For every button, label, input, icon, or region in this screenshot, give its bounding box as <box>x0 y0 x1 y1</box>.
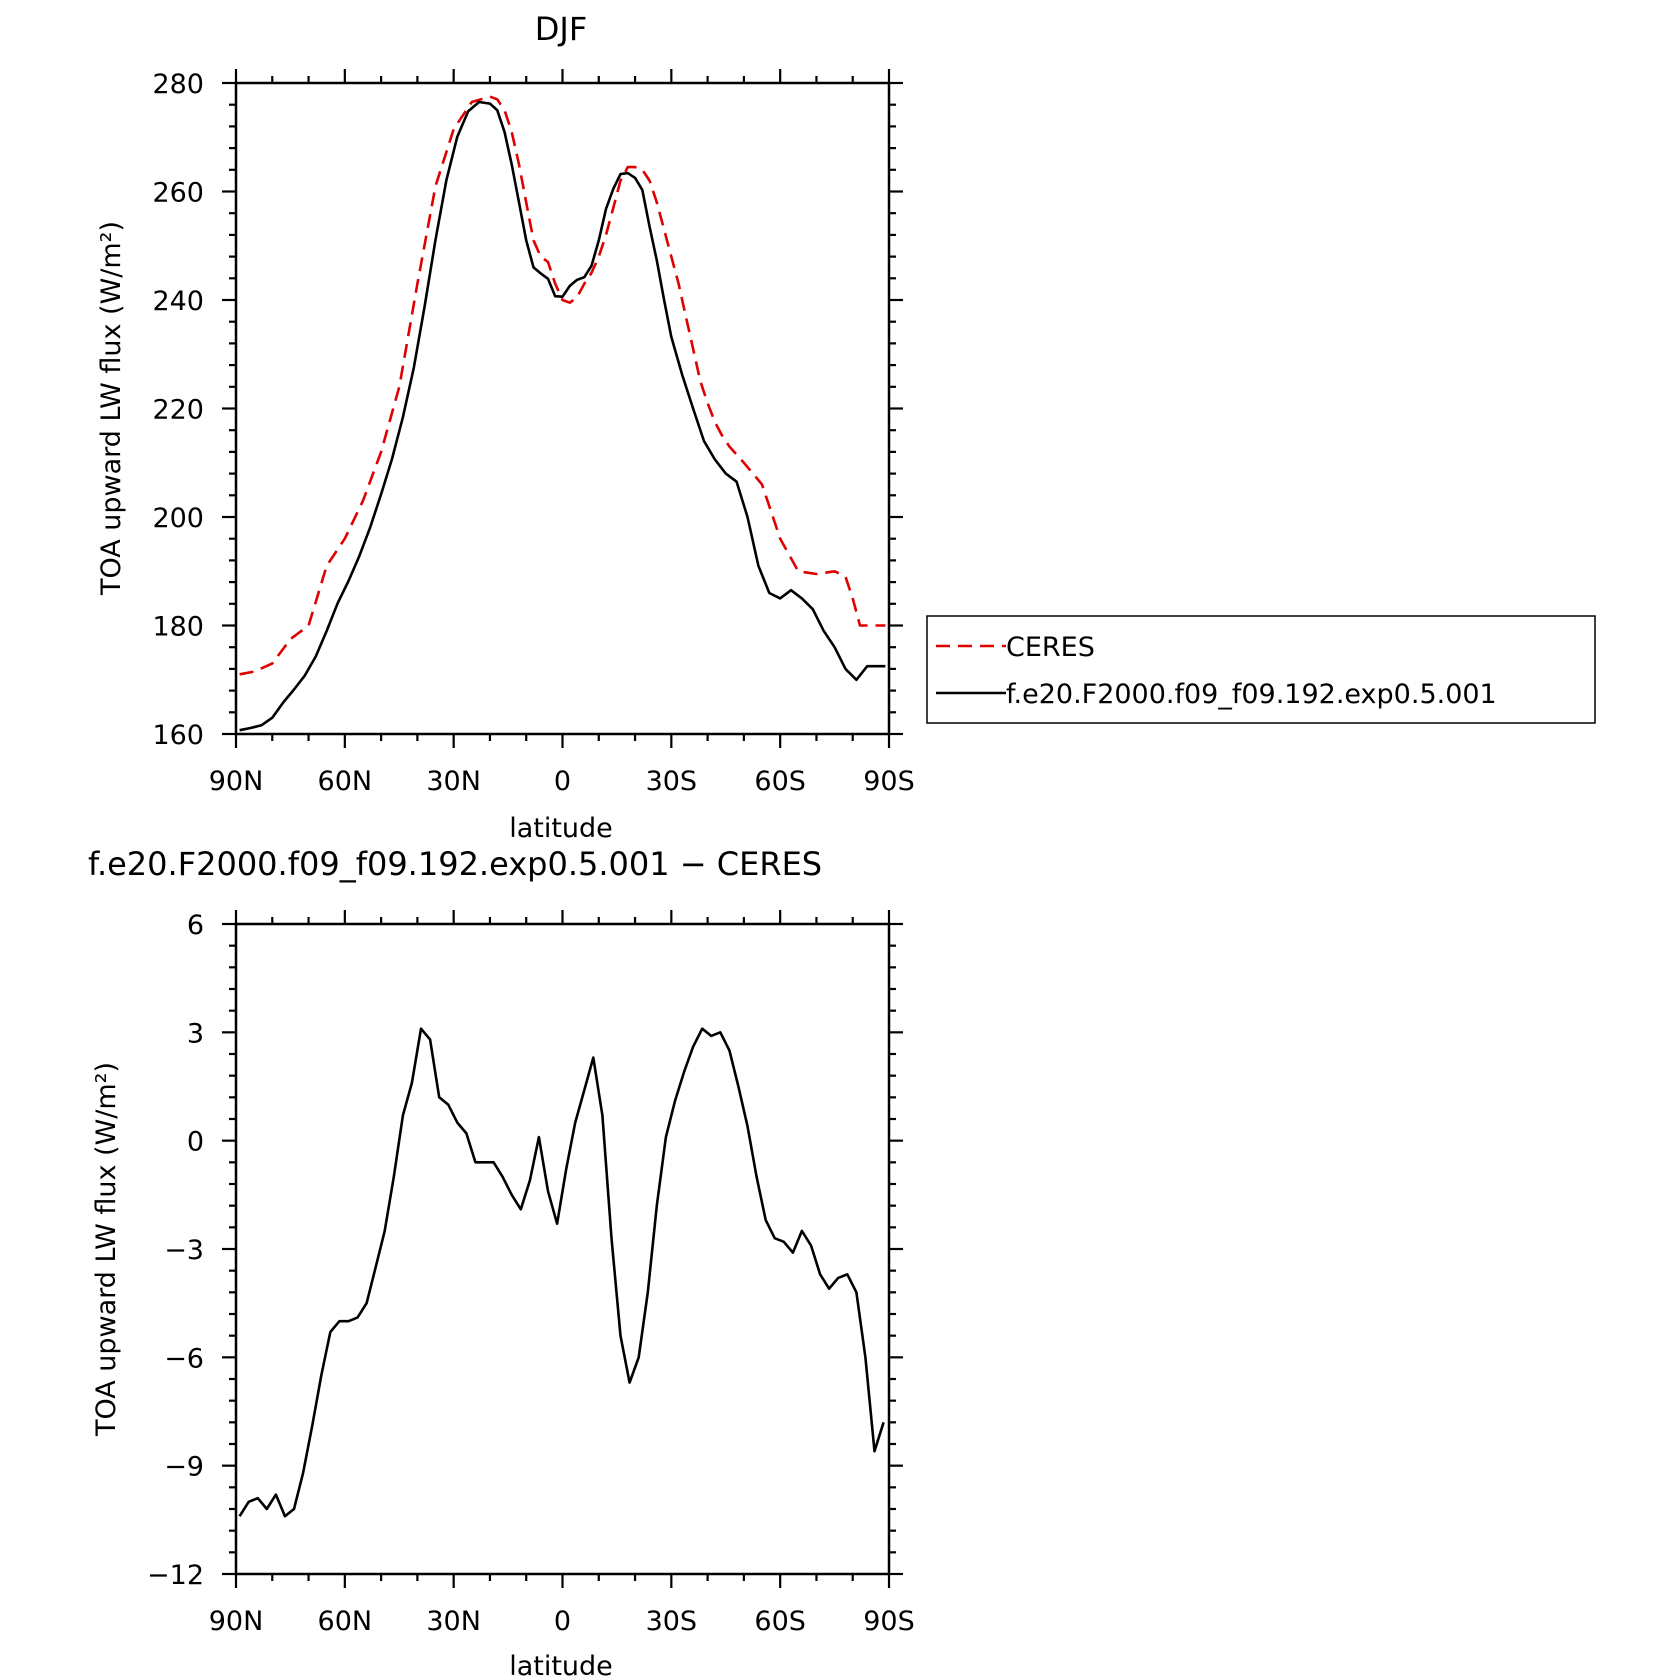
chart-bottom-x-tick-labels: 90N 60N 30N 0 30S 60S 90S <box>209 1606 915 1637</box>
x-tick-label: 90N <box>209 1606 264 1637</box>
chart-top-legend: CERES f.e20.F2000.f09_f09.192.exp0.5.001 <box>926 615 1596 724</box>
chart-top-plot-area <box>234 81 891 736</box>
chart-bottom: f.e20.F2000.f09_f09.192.exp0.5.001 − CER… <box>88 845 915 1680</box>
legend-box <box>926 615 1596 724</box>
y-tick-label: 6 <box>187 910 204 941</box>
y-tick-label: −9 <box>164 1452 204 1483</box>
y-tick-label: 3 <box>187 1018 204 1049</box>
series-line-bottom-0 <box>238 1027 885 1518</box>
x-tick-label: 0 <box>554 766 571 797</box>
x-tick-label: 0 <box>554 1606 571 1637</box>
x-tick-label: 60N <box>318 766 373 797</box>
chart-bottom-y-axis-label: TOA upward LW flux (W/m²) <box>91 1062 122 1437</box>
y-tick-label: −3 <box>164 1235 204 1266</box>
x-tick-label: 90N <box>209 766 264 797</box>
legend-label-model: f.e20.F2000.f09_f09.192.exp0.5.001 <box>1006 679 1497 710</box>
x-tick-label: 30S <box>646 766 698 797</box>
chart-bottom-x-axis-label: latitude <box>509 1651 613 1680</box>
y-tick-label: −12 <box>147 1560 204 1591</box>
x-tick-label: 60N <box>318 1606 373 1637</box>
y-tick-label: 180 <box>152 612 204 643</box>
x-tick-label: 30N <box>426 1606 481 1637</box>
chart-top-title: DJF <box>535 10 587 48</box>
chart-top-y-axis-label: TOA upward LW flux (W/m²) <box>96 221 127 596</box>
legend-label-ceres: CERES <box>1006 632 1095 663</box>
chart-top-y-tick-labels: 160 180 200 220 240 260 280 <box>152 69 204 751</box>
chart-bottom-ticks <box>222 910 903 1588</box>
x-tick-label: 90S <box>863 1606 915 1637</box>
chart-top-x-tick-labels: 90N 60N 30N 0 30S 60S 90S <box>209 766 915 797</box>
y-tick-label: 240 <box>152 286 204 317</box>
x-tick-label: 90S <box>863 766 915 797</box>
y-tick-label: 220 <box>152 395 204 426</box>
chart-bottom-y-tick-labels: −12 −9 −6 −3 0 3 6 <box>147 910 204 1591</box>
x-tick-label: 60S <box>754 766 806 797</box>
x-tick-label: 30S <box>646 1606 698 1637</box>
chart-top-series-group <box>239 95 886 732</box>
y-tick-label: 200 <box>152 503 204 534</box>
chart-top-ticks <box>222 69 903 748</box>
chart-top: DJF 90N 60N 30N 0 30S 60S 90S 160 180 200 220 240 2… <box>96 10 915 844</box>
y-tick-label: 260 <box>152 178 204 209</box>
chart-bottom-title: f.e20.F2000.f09_f09.192.exp0.5.001 − CER… <box>88 845 822 883</box>
x-tick-label: 60S <box>754 1606 806 1637</box>
series-line-top-0 <box>239 95 886 676</box>
y-tick-label: −6 <box>164 1343 204 1374</box>
series-line-top-1 <box>239 100 886 732</box>
y-tick-label: 280 <box>152 69 204 100</box>
y-tick-label: 0 <box>187 1127 204 1158</box>
y-tick-label: 160 <box>152 720 204 751</box>
x-tick-label: 30N <box>426 766 481 797</box>
chart-bottom-series-group <box>238 1027 885 1518</box>
chart-top-x-axis-label: latitude <box>509 813 613 844</box>
